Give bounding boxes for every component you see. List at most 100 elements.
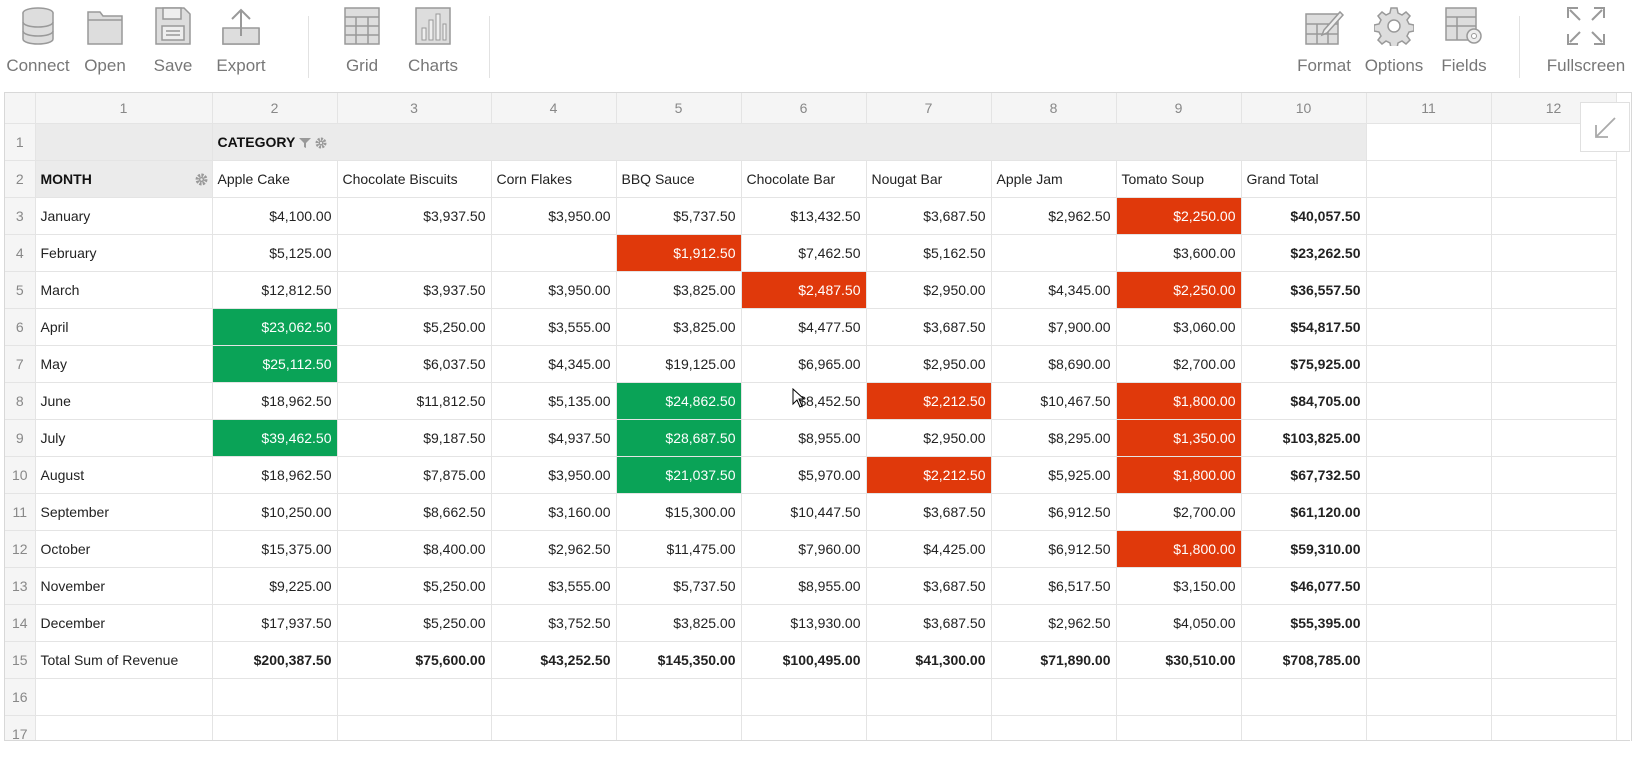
value-cell[interactable]: $10,447.50 — [741, 493, 867, 531]
value-cell[interactable]: $24,862.50 — [616, 382, 742, 420]
value-cell[interactable]: $2,962.50 — [491, 530, 617, 568]
value-cell[interactable]: $1,350.00 — [1116, 419, 1242, 457]
month-header[interactable]: MONTH — [35, 160, 213, 198]
total-cell[interactable]: $41,300.00 — [866, 641, 992, 679]
month-cell[interactable]: November — [35, 567, 213, 605]
value-cell[interactable]: $5,737.50 — [616, 567, 742, 605]
value-cell[interactable]: $11,812.50 — [337, 382, 492, 420]
value-cell[interactable]: $3,160.00 — [491, 493, 617, 531]
value-cell[interactable]: $2,962.50 — [991, 197, 1117, 235]
value-cell[interactable]: $8,955.00 — [741, 419, 867, 457]
value-cell[interactable]: $5,250.00 — [337, 567, 492, 605]
grand-total-cell[interactable]: $59,310.00 — [1241, 530, 1367, 568]
value-cell[interactable]: $4,477.50 — [741, 308, 867, 346]
grand-total-cell[interactable]: $23,262.50 — [1241, 234, 1367, 272]
value-cell[interactable]: $10,467.50 — [991, 382, 1117, 420]
value-cell[interactable] — [991, 234, 1117, 272]
value-cell[interactable]: $25,112.50 — [212, 345, 338, 383]
value-cell[interactable]: $6,965.00 — [741, 345, 867, 383]
value-cell[interactable]: $8,662.50 — [337, 493, 492, 531]
value-cell[interactable]: $2,950.00 — [866, 345, 992, 383]
value-cell[interactable]: $3,687.50 — [866, 197, 992, 235]
grid-button[interactable]: Grid — [324, 0, 400, 88]
value-cell[interactable]: $2,212.50 — [866, 456, 992, 494]
total-cell[interactable]: $100,495.00 — [741, 641, 867, 679]
grand-total-cell[interactable]: $67,732.50 — [1241, 456, 1367, 494]
value-cell[interactable]: $3,950.00 — [491, 197, 617, 235]
total-cell[interactable]: $75,600.00 — [337, 641, 492, 679]
value-cell[interactable]: $5,162.50 — [866, 234, 992, 272]
grand-total-cell[interactable]: $40,057.50 — [1241, 197, 1367, 235]
value-cell[interactable]: $3,937.50 — [337, 197, 492, 235]
value-cell[interactable]: $4,100.00 — [212, 197, 338, 235]
value-cell[interactable]: $8,690.00 — [991, 345, 1117, 383]
value-cell[interactable]: $2,700.00 — [1116, 345, 1242, 383]
category-header[interactable]: CATEGORY — [212, 123, 1367, 161]
value-cell[interactable]: $4,050.00 — [1116, 604, 1242, 642]
export-button[interactable]: Export — [203, 0, 279, 88]
value-cell[interactable]: $2,212.50 — [866, 382, 992, 420]
category-column-header[interactable]: Corn Flakes — [491, 160, 617, 198]
month-cell[interactable]: April — [35, 308, 213, 346]
value-cell[interactable]: $39,462.50 — [212, 419, 338, 457]
grand-total-cell[interactable]: $46,077.50 — [1241, 567, 1367, 605]
connect-button[interactable]: Connect — [0, 0, 76, 88]
grand-total-cell[interactable]: $84,705.00 — [1241, 382, 1367, 420]
grand-total-cell[interactable]: $54,817.50 — [1241, 308, 1367, 346]
value-cell[interactable]: $2,700.00 — [1116, 493, 1242, 531]
total-cell[interactable]: $71,890.00 — [991, 641, 1117, 679]
value-cell[interactable] — [491, 234, 617, 272]
value-cell[interactable]: $7,462.50 — [741, 234, 867, 272]
value-cell[interactable]: $7,900.00 — [991, 308, 1117, 346]
value-cell[interactable]: $18,962.50 — [212, 382, 338, 420]
value-cell[interactable]: $13,432.50 — [741, 197, 867, 235]
value-cell[interactable]: $13,930.00 — [741, 604, 867, 642]
charts-button[interactable]: Charts — [395, 0, 471, 88]
category-column-header[interactable]: Apple Cake — [212, 160, 338, 198]
collapse-grid-button[interactable] — [1580, 102, 1630, 152]
value-cell[interactable]: $5,125.00 — [212, 234, 338, 272]
value-cell[interactable]: $3,687.50 — [866, 493, 992, 531]
value-cell[interactable]: $8,452.50 — [741, 382, 867, 420]
month-cell[interactable]: August — [35, 456, 213, 494]
gear-icon[interactable] — [195, 173, 208, 186]
value-cell[interactable]: $8,955.00 — [741, 567, 867, 605]
month-cell[interactable]: July — [35, 419, 213, 457]
value-cell[interactable]: $2,962.50 — [991, 604, 1117, 642]
month-cell[interactable]: October — [35, 530, 213, 568]
value-cell[interactable]: $4,345.00 — [991, 271, 1117, 309]
value-cell[interactable]: $9,225.00 — [212, 567, 338, 605]
total-cell[interactable]: $708,785.00 — [1241, 641, 1367, 679]
value-cell[interactable]: $3,600.00 — [1116, 234, 1242, 272]
value-cell[interactable]: $6,037.50 — [337, 345, 492, 383]
value-cell[interactable]: $12,812.50 — [212, 271, 338, 309]
category-column-header[interactable]: Chocolate Bar — [741, 160, 867, 198]
open-button[interactable]: Open — [67, 0, 143, 88]
total-cell[interactable]: $145,350.00 — [616, 641, 742, 679]
value-cell[interactable]: $3,825.00 — [616, 271, 742, 309]
category-column-header[interactable]: Apple Jam — [991, 160, 1117, 198]
month-cell[interactable]: September — [35, 493, 213, 531]
value-cell[interactable]: $11,475.00 — [616, 530, 742, 568]
value-cell[interactable]: $10,250.00 — [212, 493, 338, 531]
value-cell[interactable]: $8,295.00 — [991, 419, 1117, 457]
value-cell[interactable]: $15,300.00 — [616, 493, 742, 531]
value-cell[interactable]: $4,345.00 — [491, 345, 617, 383]
category-column-header[interactable]: Tomato Soup — [1116, 160, 1242, 198]
value-cell[interactable]: $3,687.50 — [866, 567, 992, 605]
value-cell[interactable]: $3,150.00 — [1116, 567, 1242, 605]
category-column-header[interactable]: Chocolate Biscuits — [337, 160, 492, 198]
value-cell[interactable]: $1,800.00 — [1116, 530, 1242, 568]
value-cell[interactable]: $6,912.50 — [991, 493, 1117, 531]
value-cell[interactable]: $6,517.50 — [991, 567, 1117, 605]
gear-icon[interactable] — [315, 137, 327, 149]
value-cell[interactable]: $5,250.00 — [337, 604, 492, 642]
value-cell[interactable]: $5,135.00 — [491, 382, 617, 420]
value-cell[interactable]: $3,825.00 — [616, 604, 742, 642]
value-cell[interactable]: $1,800.00 — [1116, 382, 1242, 420]
grand-total-cell[interactable]: $103,825.00 — [1241, 419, 1367, 457]
value-cell[interactable]: $3,687.50 — [866, 308, 992, 346]
category-column-header[interactable]: Grand Total — [1241, 160, 1367, 198]
value-cell[interactable]: $7,960.00 — [741, 530, 867, 568]
value-cell[interactable]: $18,962.50 — [212, 456, 338, 494]
